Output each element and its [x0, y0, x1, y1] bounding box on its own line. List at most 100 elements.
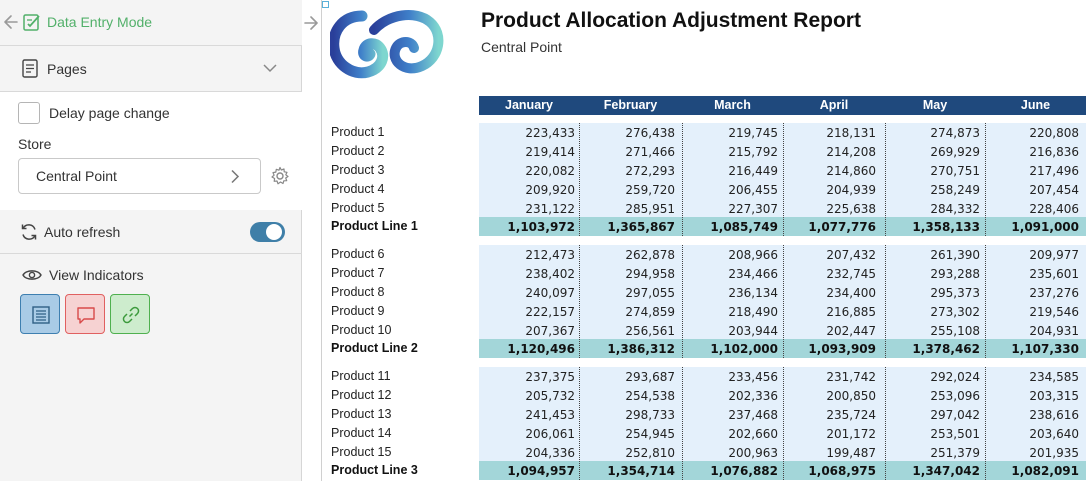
data-cell[interactable]: 273,302 — [930, 305, 980, 319]
data-cell[interactable]: 214,860 — [826, 164, 876, 178]
data-cell[interactable]: 202,660 — [728, 427, 778, 441]
data-cell[interactable]: 232,745 — [826, 267, 876, 281]
data-cell[interactable]: 222,157 — [525, 305, 575, 319]
data-cell[interactable]: 233,456 — [728, 370, 778, 384]
delay-page-change-checkbox[interactable] — [18, 102, 40, 124]
pages-section[interactable]: Pages — [0, 46, 302, 92]
data-cell[interactable]: 254,945 — [625, 427, 675, 441]
data-cell[interactable]: 241,453 — [525, 408, 575, 422]
data-cell[interactable]: 202,336 — [728, 389, 778, 403]
data-cell[interactable]: 218,490 — [728, 305, 778, 319]
data-cell[interactable]: 256,561 — [625, 324, 675, 338]
data-cell[interactable]: 202,447 — [826, 324, 876, 338]
data-cell[interactable]: 297,055 — [625, 286, 675, 300]
forward-arrow-icon[interactable] — [304, 14, 318, 32]
data-cell[interactable]: 231,122 — [525, 202, 575, 216]
data-cell[interactable]: 235,601 — [1029, 267, 1079, 281]
data-cell[interactable]: 206,455 — [728, 183, 778, 197]
data-cell[interactable]: 220,082 — [525, 164, 575, 178]
data-cell[interactable]: 253,501 — [930, 427, 980, 441]
data-cell[interactable]: 203,944 — [728, 324, 778, 338]
data-cell[interactable]: 237,276 — [1029, 286, 1079, 300]
data-cell[interactable]: 207,367 — [525, 324, 575, 338]
data-cell[interactable]: 276,438 — [625, 126, 675, 140]
data-cell[interactable]: 237,468 — [728, 408, 778, 422]
back-arrow-icon[interactable] — [3, 13, 19, 31]
data-cell[interactable]: 203,315 — [1029, 389, 1079, 403]
data-cell[interactable]: 258,249 — [930, 183, 980, 197]
data-cell[interactable]: 284,332 — [930, 202, 980, 216]
data-cell[interactable]: 219,745 — [728, 126, 778, 140]
list-indicator-button[interactable] — [20, 294, 60, 334]
data-cell[interactable]: 234,585 — [1029, 370, 1079, 384]
data-cell[interactable]: 234,466 — [728, 267, 778, 281]
data-cell[interactable]: 205,732 — [525, 389, 575, 403]
data-cell[interactable]: 204,336 — [525, 446, 575, 460]
data-entry-mode-label[interactable]: Data Entry Mode — [47, 14, 153, 30]
comment-indicator-button[interactable] — [65, 294, 105, 334]
data-cell[interactable]: 234,400 — [826, 286, 876, 300]
data-cell[interactable]: 207,454 — [1029, 183, 1079, 197]
data-cell[interactable]: 274,873 — [930, 126, 980, 140]
data-cell[interactable]: 219,414 — [525, 145, 575, 159]
data-cell[interactable]: 297,042 — [930, 408, 980, 422]
data-cell[interactable]: 255,108 — [930, 324, 980, 338]
data-cell[interactable]: 235,724 — [826, 408, 876, 422]
data-cell[interactable]: 204,939 — [826, 183, 876, 197]
data-cell[interactable]: 209,977 — [1029, 248, 1079, 262]
data-cell[interactable]: 219,546 — [1029, 305, 1079, 319]
data-cell[interactable]: 270,751 — [930, 164, 980, 178]
selection-handle[interactable] — [322, 1, 329, 8]
data-cell[interactable]: 269,929 — [930, 145, 980, 159]
data-cell[interactable]: 259,720 — [625, 183, 675, 197]
link-indicator-button[interactable] — [110, 294, 150, 334]
data-cell[interactable]: 240,097 — [525, 286, 575, 300]
data-cell[interactable]: 201,935 — [1029, 446, 1079, 460]
auto-refresh-toggle[interactable] — [250, 222, 285, 242]
data-cell[interactable]: 223,433 — [525, 126, 575, 140]
data-cell[interactable]: 293,687 — [625, 370, 675, 384]
gear-icon[interactable] — [270, 166, 290, 186]
data-cell[interactable]: 199,487 — [826, 446, 876, 460]
data-cell[interactable]: 227,307 — [728, 202, 778, 216]
data-cell[interactable]: 252,810 — [625, 446, 675, 460]
data-cell[interactable]: 294,958 — [625, 267, 675, 281]
data-cell[interactable]: 214,208 — [826, 145, 876, 159]
data-cell[interactable]: 238,616 — [1029, 408, 1079, 422]
data-cell[interactable]: 262,878 — [625, 248, 675, 262]
data-cell[interactable]: 217,496 — [1029, 164, 1079, 178]
data-cell[interactable]: 215,792 — [728, 145, 778, 159]
data-cell[interactable]: 251,379 — [930, 446, 980, 460]
data-cell[interactable]: 200,850 — [826, 389, 876, 403]
data-cell[interactable]: 271,466 — [625, 145, 675, 159]
data-cell[interactable]: 220,808 — [1029, 126, 1079, 140]
data-cell[interactable]: 261,390 — [930, 248, 980, 262]
data-cell[interactable]: 218,131 — [826, 126, 876, 140]
chevron-down-icon[interactable] — [263, 63, 277, 73]
data-cell[interactable]: 231,742 — [826, 370, 876, 384]
data-cell[interactable]: 274,859 — [625, 305, 675, 319]
data-cell[interactable]: 209,920 — [525, 183, 575, 197]
data-cell[interactable]: 298,733 — [625, 408, 675, 422]
data-cell[interactable]: 225,638 — [826, 202, 876, 216]
data-cell[interactable]: 238,402 — [525, 267, 575, 281]
data-cell[interactable]: 272,293 — [625, 164, 675, 178]
data-cell[interactable]: 237,375 — [525, 370, 575, 384]
data-cell[interactable]: 293,288 — [930, 267, 980, 281]
data-cell[interactable]: 292,024 — [930, 370, 980, 384]
data-cell[interactable]: 204,931 — [1029, 324, 1079, 338]
data-cell[interactable]: 203,640 — [1029, 427, 1079, 441]
data-cell[interactable]: 216,885 — [826, 305, 876, 319]
data-cell[interactable]: 200,963 — [728, 446, 778, 460]
data-cell[interactable]: 253,096 — [930, 389, 980, 403]
data-cell[interactable]: 254,538 — [625, 389, 675, 403]
data-cell[interactable]: 207,432 — [826, 248, 876, 262]
store-select[interactable]: Central Point — [18, 158, 261, 194]
data-cell[interactable]: 208,966 — [728, 248, 778, 262]
data-cell[interactable]: 201,172 — [826, 427, 876, 441]
data-cell[interactable]: 212,473 — [525, 248, 575, 262]
data-cell[interactable]: 295,373 — [930, 286, 980, 300]
data-cell[interactable]: 236,134 — [728, 286, 778, 300]
data-cell[interactable]: 285,951 — [625, 202, 675, 216]
data-cell[interactable]: 216,449 — [728, 164, 778, 178]
